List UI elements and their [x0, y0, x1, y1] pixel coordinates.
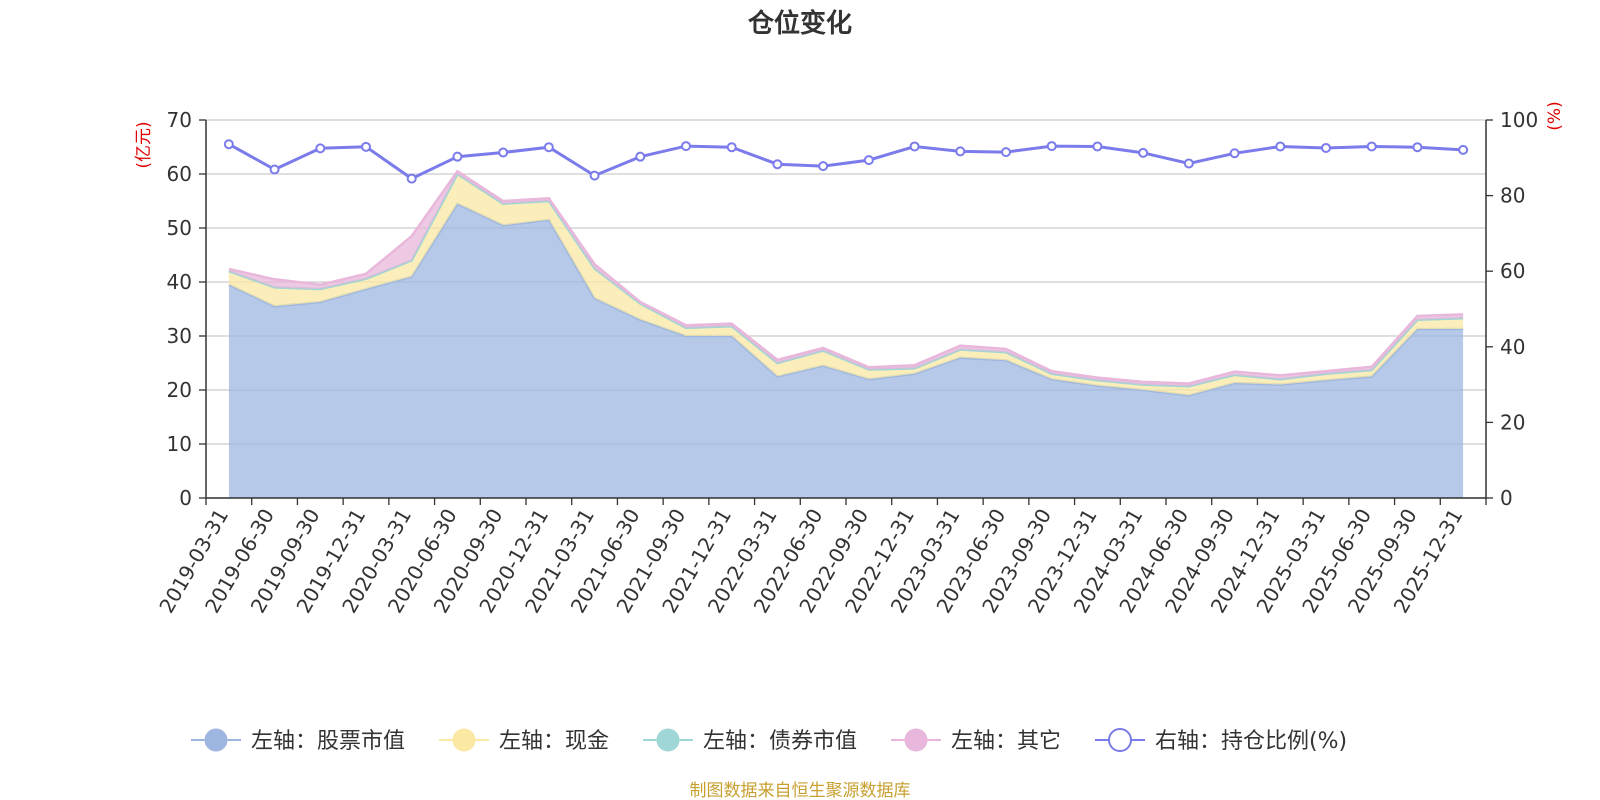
left-tick-label: 60	[167, 162, 192, 186]
ratio-point	[498, 147, 509, 158]
ratio-point	[1366, 141, 1377, 152]
left-tick-label: 20	[167, 378, 192, 402]
ratio-point	[1046, 141, 1057, 152]
legend-marker	[904, 728, 928, 752]
series-0-area	[228, 203, 1464, 498]
data-source-note: 制图数据来自恒生聚源数据库	[690, 781, 911, 800]
legend-marker	[656, 728, 680, 752]
right-axis-unit: (%)	[1545, 101, 1565, 130]
ratio-point	[1001, 147, 1011, 158]
right-tick-label: 40	[1500, 335, 1525, 359]
right-tick-label: 20	[1500, 410, 1525, 434]
ratio-point	[681, 141, 691, 152]
legend-label: 左轴：其它	[951, 729, 1061, 754]
ratio-line	[228, 142, 1464, 181]
legend-item: 左轴：股票市值	[191, 728, 405, 754]
legend-marker	[1108, 728, 1132, 752]
ratio-point	[223, 139, 234, 150]
right-tick-label: 60	[1500, 259, 1525, 283]
ratio-point	[1275, 141, 1286, 152]
ratio-point	[635, 151, 646, 162]
ratio-point	[406, 173, 417, 184]
right-tick-label: 100	[1500, 108, 1538, 132]
left-axis-unit: (亿元)	[134, 121, 154, 168]
right-tick-label: 0	[1500, 486, 1513, 510]
left-tick-label: 50	[167, 216, 192, 240]
ratio-point	[1412, 142, 1423, 153]
left-tick-label: 0	[179, 486, 192, 510]
ratio-point	[1458, 144, 1469, 155]
legend-label: 左轴：现金	[499, 729, 609, 754]
legend-item: 左轴：其它	[891, 728, 1061, 754]
series-3-line	[228, 169, 1464, 385]
left-tick-label: 10	[167, 432, 192, 456]
ratio-point	[543, 142, 554, 153]
ratio-point	[909, 141, 920, 152]
legend-item: 左轴：债券市值	[643, 728, 857, 754]
chart-title: 仓位变化	[747, 8, 852, 39]
ratio-point	[1183, 158, 1194, 169]
stacked-areas	[228, 169, 1464, 498]
ratio-point	[726, 142, 737, 153]
left-tick-label: 70	[167, 108, 192, 132]
ratio-point	[1138, 147, 1149, 158]
ratio-point	[1229, 148, 1240, 159]
legend-marker	[452, 728, 476, 752]
left-tick-label: 30	[167, 324, 192, 348]
ratio-point	[1092, 141, 1103, 152]
ratio-point	[315, 143, 326, 154]
legend-marker	[204, 728, 228, 752]
legend-label: 左轴：债券市值	[703, 729, 857, 754]
ratio-point	[361, 141, 371, 152]
legend: 左轴：股票市值 左轴：现金 左轴：债券市值 左轴：其它 右轴：持仓比例(%)	[191, 728, 1347, 754]
ratio-point	[772, 159, 783, 170]
ratio-point	[1321, 142, 1331, 153]
legend-item: 左轴：现金	[439, 728, 609, 754]
ratio-point	[589, 170, 600, 181]
ratio-point	[955, 146, 966, 157]
legend-label: 右轴：持仓比例(%)	[1155, 729, 1347, 754]
legend-label: 左轴：股票市值	[251, 729, 405, 754]
legend-item: 右轴：持仓比例(%)	[1095, 728, 1347, 754]
ratio-point	[863, 155, 874, 166]
ratio-point	[818, 161, 829, 172]
right-tick-label: 80	[1500, 184, 1525, 208]
ratio-point	[269, 164, 280, 175]
ratio-point	[452, 151, 463, 162]
left-tick-label: 40	[167, 270, 192, 294]
ratio-line-series	[223, 139, 1469, 184]
